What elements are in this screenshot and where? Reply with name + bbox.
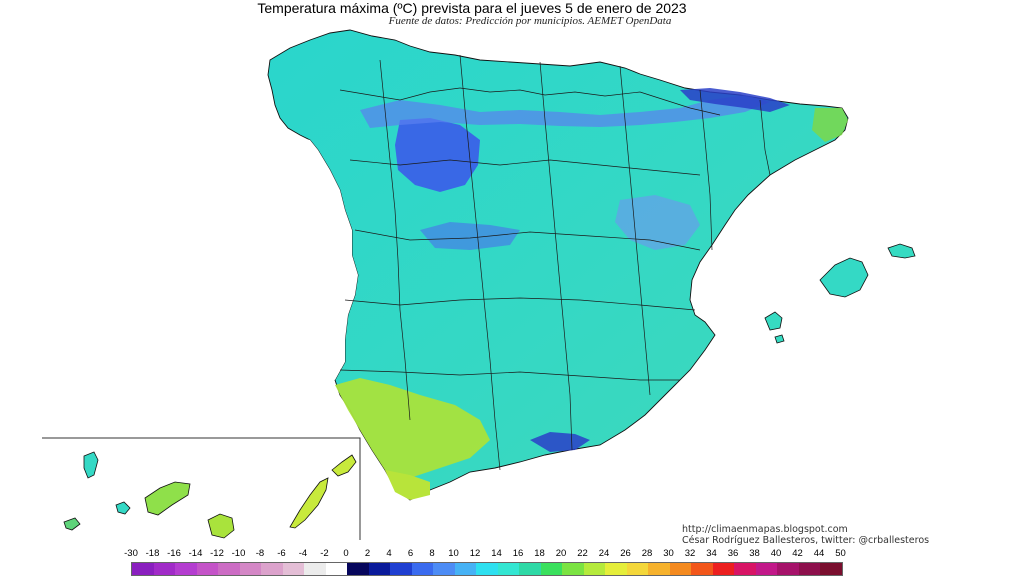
legend-swatch <box>540 563 562 575</box>
legend-tick-label: 40 <box>770 548 782 559</box>
legend-color-bar <box>131 562 843 576</box>
cold-zone-iberico <box>615 195 700 250</box>
island-formentera <box>774 334 785 344</box>
island-la-palma <box>83 451 99 479</box>
cold-zone-central <box>420 222 520 250</box>
cold-zone-pyrenees <box>680 88 790 112</box>
island-mallorca <box>819 257 869 298</box>
legend-tick-label: 8 <box>429 548 435 559</box>
legend-swatch <box>712 563 734 575</box>
legend-tick-label: -6 <box>277 548 286 559</box>
legend-tick-label: 42 <box>792 548 803 559</box>
island-menorca <box>887 243 916 259</box>
legend-tick-label: -10 <box>231 548 246 559</box>
legend-swatch <box>583 563 605 575</box>
legend-tick-label: 14 <box>491 548 502 559</box>
legend-tick-label: 10 <box>448 548 459 559</box>
cold-zone-nevada <box>530 432 590 452</box>
island-la-gomera <box>115 501 131 515</box>
legend-tick-label: 2 <box>364 548 371 559</box>
legend-swatch <box>777 563 799 575</box>
legend-swatch <box>261 563 283 575</box>
legend-tick-label: 30 <box>663 548 674 559</box>
legend-tick-label: 34 <box>706 548 717 559</box>
legend-tick-label: -12 <box>210 548 224 559</box>
island-tenerife <box>144 481 191 516</box>
legend-swatch <box>562 563 584 575</box>
island-fuerteventura <box>289 477 329 529</box>
legend-swatch <box>390 563 412 575</box>
legend-tick-label: 32 <box>684 548 696 559</box>
canary-inset-frame <box>42 437 361 540</box>
legend-swatch <box>691 563 713 575</box>
warm-zone-catalonia <box>812 108 848 142</box>
warm-zone-guadalquivir <box>335 378 490 488</box>
island-lanzarote <box>331 454 357 477</box>
legend-swatch <box>196 563 218 575</box>
credits-author: César Rodríguez Ballesteros, twitter: @c… <box>682 535 930 546</box>
cold-zone-leon <box>395 118 480 192</box>
legend-swatch <box>454 563 476 575</box>
map-title: Temperatura máxima (ºC) prevista para el… <box>257 0 687 16</box>
island-gran-canaria <box>207 513 235 539</box>
legend-tick-label: 16 <box>512 548 524 559</box>
legend-tick-label: -14 <box>188 548 203 559</box>
legend-tick-label: 0 <box>343 548 349 559</box>
legend-swatch <box>347 563 369 575</box>
legend-swatch <box>325 563 347 575</box>
legend-swatch <box>798 563 820 575</box>
legend-tick-label: 44 <box>813 548 825 559</box>
legend-swatch <box>734 563 756 575</box>
legend-tick-label: 28 <box>641 548 653 559</box>
credits: http://climaenmapas.blogspot.com César R… <box>682 524 929 546</box>
legend-tick-label: 22 <box>577 548 588 559</box>
legend-tick-label: 12 <box>469 548 481 559</box>
legend-tick-label: 20 <box>555 548 567 559</box>
legend-tick-label: -30 <box>124 548 138 559</box>
legend-tick-label: -2 <box>320 548 329 559</box>
legend-swatch <box>820 563 842 575</box>
map-subtitle: Fuente de datos: Predicción por municipi… <box>388 15 672 27</box>
credits-url: http://climaenmapas.blogspot.com <box>682 524 848 535</box>
legend-swatch <box>132 563 154 575</box>
legend-swatch <box>476 563 498 575</box>
province-borders <box>339 54 771 471</box>
legend-tick-label: 6 <box>407 548 414 559</box>
legend-swatch <box>433 563 455 575</box>
legend-swatch <box>497 563 519 575</box>
legend-labels: -30 -18 -16 -14 -12 -10 -8 -6 -4 -2 0 2 4 6 8 10 12 14 16 1… <box>0 548 1024 560</box>
legend-tick-label: 26 <box>620 548 631 559</box>
legend-swatch <box>153 563 175 575</box>
legend-swatch <box>519 563 541 575</box>
island-el-hierro <box>63 517 81 531</box>
legend-tick-label: 50 <box>835 548 846 559</box>
legend-tick-label: -4 <box>298 548 308 559</box>
legend-swatch <box>304 563 326 575</box>
warm-zone-cadiz <box>385 470 430 500</box>
legend-swatch <box>239 563 261 575</box>
legend-swatch <box>175 563 197 575</box>
legend-swatch <box>411 563 433 575</box>
legend-swatch <box>218 563 240 575</box>
legend-swatch <box>755 563 777 575</box>
legend-tick-label: 4 <box>386 548 392 559</box>
legend-tick-label: 18 <box>534 548 545 559</box>
legend-swatch <box>605 563 627 575</box>
legend-tick-label: 24 <box>598 548 610 559</box>
cold-zone-cantabrian <box>360 95 770 128</box>
legend-swatch <box>282 563 304 575</box>
legend-swatch <box>626 563 648 575</box>
legend-tick-label: -18 <box>145 548 160 559</box>
portugal-area <box>280 135 358 380</box>
legend-tick-label: -16 <box>167 548 181 559</box>
legend-swatch <box>368 563 390 575</box>
island-ibiza <box>764 311 783 331</box>
legend-swatch <box>648 563 670 575</box>
legend-tick-label: 36 <box>727 548 739 559</box>
legend-swatch <box>669 563 691 575</box>
legend-tick-label: 38 <box>749 548 760 559</box>
legend-tick-label: -8 <box>255 548 265 559</box>
